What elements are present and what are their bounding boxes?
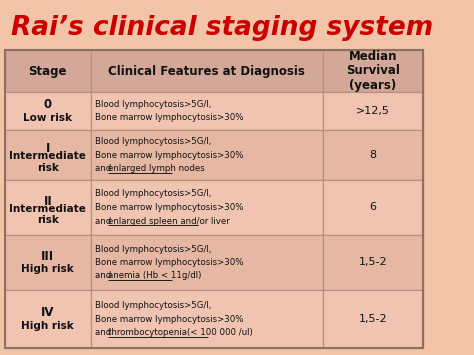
Bar <box>5 50 91 92</box>
Text: Stage: Stage <box>28 65 67 77</box>
Text: IV: IV <box>41 306 55 320</box>
Bar <box>323 235 423 290</box>
Text: Bone marrow lymphocytosis>30%: Bone marrow lymphocytosis>30% <box>95 203 243 212</box>
Text: 6: 6 <box>369 202 376 213</box>
Bar <box>91 235 323 290</box>
Bar <box>5 180 91 235</box>
Text: Blood lymphocytosis>5G/l,: Blood lymphocytosis>5G/l, <box>95 301 211 310</box>
Text: High risk: High risk <box>21 321 74 331</box>
Text: Bone marrow lymphocytosis>30%: Bone marrow lymphocytosis>30% <box>95 258 243 267</box>
Text: and: and <box>95 272 114 280</box>
Text: III: III <box>41 250 55 263</box>
Text: enlarged lymph nodes: enlarged lymph nodes <box>108 164 204 173</box>
Bar <box>5 92 91 130</box>
Bar <box>323 180 423 235</box>
Text: Low risk: Low risk <box>23 113 73 123</box>
Bar <box>91 50 323 92</box>
Text: Bone marrow lymphocytosis>30%: Bone marrow lymphocytosis>30% <box>95 315 243 323</box>
Bar <box>91 290 323 348</box>
Text: Blood lymphocytosis>5G/l,: Blood lymphocytosis>5G/l, <box>95 190 211 198</box>
Text: thrombocytopenia(< 100 000 /ul): thrombocytopenia(< 100 000 /ul) <box>108 328 252 337</box>
Text: >12,5: >12,5 <box>356 106 390 116</box>
Text: Median
Survival
(years): Median Survival (years) <box>346 49 400 93</box>
Text: anemia (Hb < 11g/dl): anemia (Hb < 11g/dl) <box>108 272 201 280</box>
Bar <box>91 180 323 235</box>
Text: II: II <box>44 195 52 208</box>
Text: Intermediate
risk: Intermediate risk <box>9 204 86 225</box>
Text: Rai’s clinical staging system: Rai’s clinical staging system <box>11 15 433 41</box>
Bar <box>91 130 323 180</box>
Bar <box>5 50 423 348</box>
Bar <box>91 92 323 130</box>
Bar <box>5 290 91 348</box>
Text: Clinical Features at Diagnosis: Clinical Features at Diagnosis <box>108 65 305 77</box>
Text: 0: 0 <box>44 98 52 111</box>
Text: and: and <box>95 328 114 337</box>
Text: High risk: High risk <box>21 264 74 274</box>
Text: Bone marrow lymphocytosis>30%: Bone marrow lymphocytosis>30% <box>95 151 243 159</box>
Text: and: and <box>95 217 114 225</box>
Text: Bone marrow lymphocytosis>30%: Bone marrow lymphocytosis>30% <box>95 113 243 122</box>
Text: Intermediate
risk: Intermediate risk <box>9 151 86 173</box>
Bar <box>323 290 423 348</box>
Text: Blood lymphocytosis>5G/l,: Blood lymphocytosis>5G/l, <box>95 100 211 109</box>
Text: 1,5-2: 1,5-2 <box>358 314 387 324</box>
Text: 8: 8 <box>369 150 376 160</box>
Text: and: and <box>95 164 114 173</box>
Text: Blood lymphocytosis>5G/l,: Blood lymphocytosis>5G/l, <box>95 245 211 253</box>
Bar <box>323 92 423 130</box>
Bar <box>323 50 423 92</box>
Text: 1,5-2: 1,5-2 <box>358 257 387 268</box>
Bar <box>5 130 91 180</box>
Bar <box>323 130 423 180</box>
Text: enlarged spleen and/or liver: enlarged spleen and/or liver <box>108 217 229 225</box>
Bar <box>5 235 91 290</box>
Text: I: I <box>46 142 50 155</box>
Text: Blood lymphocytosis>5G/l,: Blood lymphocytosis>5G/l, <box>95 137 211 146</box>
